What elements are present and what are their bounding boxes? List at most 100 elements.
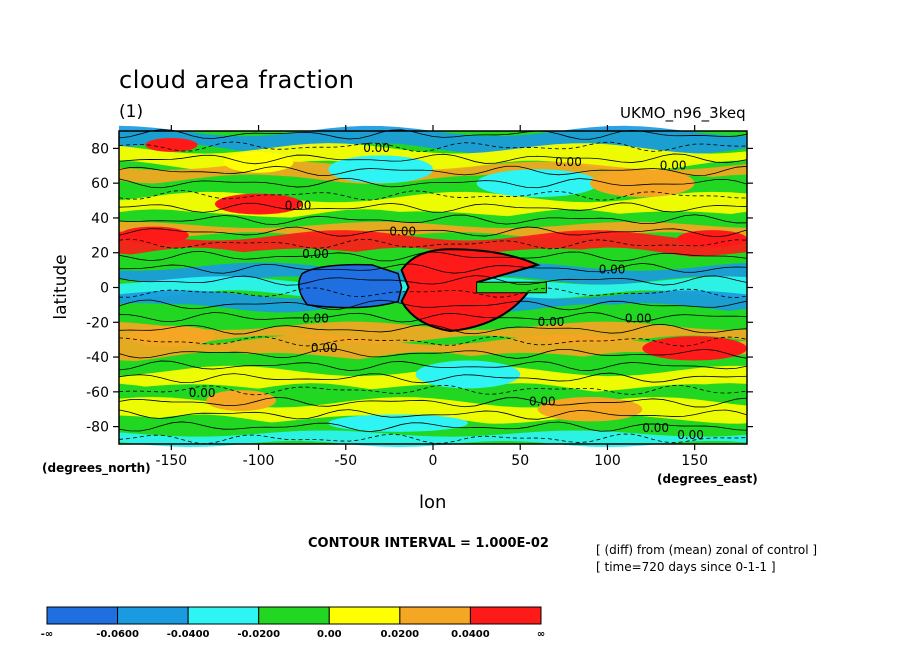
contour-line <box>118 251 748 262</box>
contour-line <box>118 165 748 176</box>
contour-label: 0.00 <box>642 421 669 435</box>
contour-line <box>118 421 748 433</box>
contour-line <box>118 189 748 201</box>
y-tick-label: 0 <box>100 281 109 297</box>
contour-line <box>118 360 748 371</box>
contour-line <box>118 384 748 396</box>
y-tick-label: 60 <box>91 176 109 192</box>
x-tick-label: 0 <box>429 453 438 469</box>
colorbar-label: 0.0400 <box>451 629 490 640</box>
contour-label: 0.00 <box>311 341 338 355</box>
anomaly-patch <box>145 137 198 152</box>
y-tick-label: -80 <box>86 420 109 436</box>
zonal-band <box>119 430 747 448</box>
x-axis-label: lon <box>419 492 447 513</box>
colorbar-swatch <box>258 606 330 625</box>
contour-line <box>118 396 748 408</box>
contour-label: 0.00 <box>660 158 687 172</box>
contour-line <box>118 323 748 335</box>
contour-label: 0.00 <box>529 395 556 409</box>
contour-line <box>118 262 748 274</box>
contour-line <box>118 372 748 384</box>
contour-label: 0.00 <box>302 247 329 261</box>
chart-subtitle: (1) <box>119 102 144 122</box>
colorbar-label: 0.00 <box>317 629 342 640</box>
colorbar: -∞ -0.0600 -0.0400 -0.0200 0.00 0.0200 0.0400 ∞ <box>41 606 545 640</box>
colorbar-label: -0.0200 <box>237 629 280 640</box>
x-axis-units: (degrees_east) <box>657 472 758 486</box>
note-line-2: [ time=720 days since 0-1-1 ] <box>596 560 776 574</box>
colorbar-label: -0.0600 <box>96 629 139 640</box>
y-tick-label: 20 <box>91 246 109 262</box>
y-axis-label: latitude <box>51 254 71 320</box>
axes: 80 60 40 20 0 -20 -40 -60 -80 -150 -100 -50 0 50 100 15… <box>86 125 753 469</box>
contour-label: 0.00 <box>555 155 582 169</box>
contour-line <box>118 177 748 189</box>
contour-line <box>118 214 748 225</box>
contour-line <box>118 238 748 250</box>
anomaly-patch <box>119 226 189 245</box>
x-tick-label: -150 <box>155 453 187 469</box>
colorbar-swatch <box>46 606 119 625</box>
anomaly-patch <box>642 336 748 361</box>
colorbar-swatch <box>469 606 542 625</box>
contour-line <box>118 275 748 286</box>
colorbar-label: 0.0200 <box>381 629 420 640</box>
x-tick-label: -100 <box>243 453 275 469</box>
contour-label: 0.00 <box>538 315 565 329</box>
contour-line <box>118 348 748 359</box>
anomaly-patch <box>677 230 747 248</box>
contour-line <box>118 141 748 152</box>
contour-line <box>118 409 748 420</box>
colorbar-label: -0.0400 <box>167 629 210 640</box>
chart-title: cloud area fraction <box>119 66 355 94</box>
zonal-band <box>119 125 747 154</box>
anomaly-patch <box>223 151 294 173</box>
x-tick-label: -50 <box>334 453 357 469</box>
green-tongue <box>476 281 547 294</box>
anomaly-patch <box>415 360 521 389</box>
contour-label: 0.00 <box>285 198 312 212</box>
note-line-1: [ (diff) from (mean) zonal of control ] <box>596 543 818 557</box>
contour-line <box>118 226 748 238</box>
colorbar-swatch <box>328 606 401 625</box>
colorbar-swatch <box>117 606 189 625</box>
y-tick-label: -60 <box>86 385 109 401</box>
y-tick-label: 40 <box>91 211 109 227</box>
contour-label: 0.00 <box>189 386 216 400</box>
contour-line <box>118 202 748 213</box>
contour-line <box>118 299 748 311</box>
anomaly-patch <box>590 169 695 198</box>
x-tick-label: 50 <box>511 453 529 469</box>
y-tick-label: -40 <box>86 350 109 366</box>
colorbar-label: -∞ <box>41 629 53 640</box>
colorbar-swatch <box>399 606 471 625</box>
anomaly-patch <box>127 325 215 347</box>
x-tick-label: 100 <box>594 453 621 469</box>
plot-area: 0.00 0.00 0.00 0.00 0.00 0.00 0.00 0.00 0.00 0.00… <box>118 125 748 448</box>
contour-line <box>118 336 748 347</box>
anomaly-patch <box>206 390 276 411</box>
y-tick-label: -20 <box>86 315 109 331</box>
contour-label: 0.00 <box>677 428 704 442</box>
y-tick-label: 80 <box>91 141 109 157</box>
model-label: UKMO_n96_3keq <box>620 104 746 122</box>
contour-line <box>118 311 748 323</box>
x-tick-label: 150 <box>681 453 708 469</box>
contour-label: 0.00 <box>363 141 390 155</box>
y-axis-units: (degrees_north) <box>42 461 151 475</box>
colorbar-swatch <box>187 606 260 625</box>
contour-line <box>118 153 748 165</box>
anomaly-patch <box>476 169 599 198</box>
contour-line <box>118 287 748 299</box>
contour-label: 0.00 <box>625 311 652 325</box>
negative-anomaly-region <box>298 263 403 309</box>
contour-label: 0.00 <box>599 263 626 277</box>
colorbar-label: ∞ <box>537 629 545 640</box>
contour-label: 0.00 <box>389 224 416 238</box>
contour-interval-label: CONTOUR INTERVAL = 1.000E-02 <box>308 536 549 551</box>
contour-label: 0.00 <box>302 311 329 325</box>
contour-line <box>118 433 748 445</box>
anomaly-patch <box>328 414 468 432</box>
